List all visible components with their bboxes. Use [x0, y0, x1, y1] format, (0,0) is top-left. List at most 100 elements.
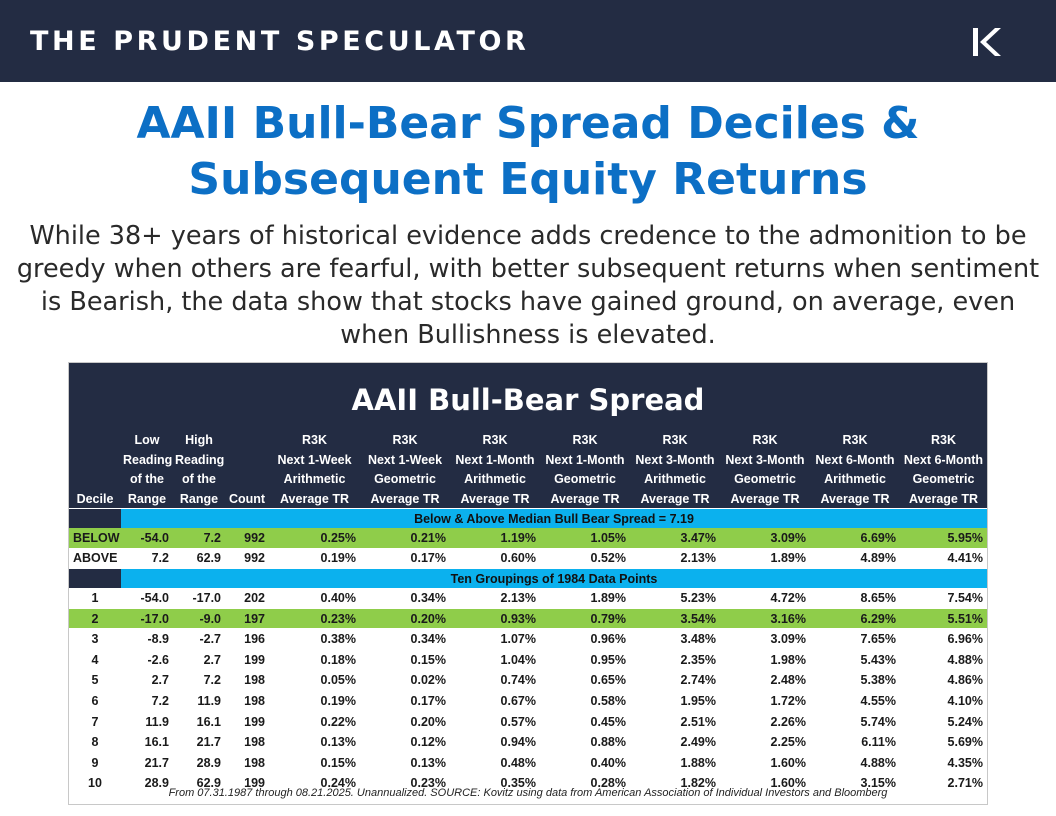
table-cell: 3.54% — [630, 608, 720, 630]
column-header-line — [71, 431, 119, 451]
table-footnote: From 07.31.1987 through 08.21.2025. Unan… — [168, 787, 888, 799]
table-cell: 5.38% — [810, 670, 900, 692]
column-header-line: Reading — [123, 452, 173, 467]
table-row: 9 21.7 28.9 198 0.15% 0.13% 0.48% 0.40% 1.88% 1.6… — [69, 752, 987, 774]
table-cell: -8.9 — [121, 628, 173, 650]
column-header: Count — [225, 431, 269, 509]
column-header-line — [71, 470, 119, 490]
table-cell: 0.57% — [450, 711, 540, 733]
column-header-line: Average TR — [550, 491, 620, 506]
table-cell: 0.94% — [450, 731, 540, 753]
column-header: Low Reading of the Range — [121, 431, 173, 509]
table-cell: 16.1 — [173, 711, 225, 733]
column-header-line: R3K — [930, 433, 956, 447]
table-row: 3 -8.9 -2.7 196 0.38% 0.34% 1.07% 0.96% 3.48% 3.0… — [69, 628, 987, 650]
table-cell: 0.23% — [269, 608, 360, 630]
column-header-line — [227, 470, 267, 490]
table-cell: 7.2 — [121, 690, 173, 712]
banner-spacer — [69, 509, 121, 528]
column-header-line: Next 1-Week — [277, 452, 352, 467]
table-cell: 199 — [225, 649, 269, 671]
table-cell: 1.89% — [720, 548, 810, 570]
row-label: 7 — [69, 711, 121, 733]
table-cell: 8.65% — [810, 588, 900, 609]
table-cell: 1.98% — [720, 649, 810, 671]
table-cell: 1.05% — [540, 528, 630, 549]
table-cell: 0.15% — [269, 752, 360, 774]
table-cell: 0.19% — [269, 690, 360, 712]
column-header: R3K Next 3-Month Arithmetic Average TR — [630, 431, 720, 509]
table-cell: 0.79% — [540, 608, 630, 630]
row-label: 1 — [69, 588, 121, 609]
column-header-line: Average TR — [279, 491, 349, 506]
table-cell: 7.65% — [810, 628, 900, 650]
table-cell: 3.15% — [810, 773, 900, 795]
row-label: 6 — [69, 690, 121, 712]
column-header-line: Next 1-Month — [545, 452, 625, 467]
table-cell: 5.43% — [810, 649, 900, 671]
column-header-line: Arithmetic — [283, 472, 346, 486]
page-subtitle: While 38+ years of historical evidence a… — [16, 221, 1040, 350]
spread-decile-table: Decile Low Reading of the Range High Reading of… — [69, 431, 987, 795]
column-header-line: Next 3-Month — [635, 452, 715, 467]
table-cell: 3.16% — [720, 608, 810, 630]
table-cell: 7.2 — [173, 670, 225, 692]
column-header-line: Reading — [175, 452, 225, 467]
table-cell: 196 — [225, 628, 269, 650]
table-cell: 1.72% — [720, 690, 810, 712]
table-cell: 2.48% — [720, 670, 810, 692]
median-banner: Below & Above Median Bull Bear Spread = … — [69, 509, 987, 528]
column-header-line: Next 1-Month — [455, 452, 535, 467]
table-cell: 198 — [225, 731, 269, 753]
table-cell: 5.95% — [900, 528, 987, 549]
brand-name: THE PRUDENT SPECULATOR — [30, 25, 530, 57]
table-header-background — [69, 363, 987, 508]
table-cell: 0.17% — [360, 690, 450, 712]
table-cell: 1.04% — [450, 649, 540, 671]
median-banner-text: Below & Above Median Bull Bear Spread = … — [121, 509, 987, 528]
table-cell: 0.05% — [269, 670, 360, 692]
column-header-line: Average TR — [460, 491, 530, 506]
table-cell: 4.10% — [900, 690, 987, 712]
row-label: BELOW — [69, 528, 121, 549]
table-cell: 0.21% — [360, 528, 450, 549]
column-header-line: Geometric — [912, 472, 975, 486]
table-body: Below & Above Median Bull Bear Spread = … — [69, 509, 987, 795]
row-label: 8 — [69, 731, 121, 753]
column-header-line: R3K — [301, 433, 327, 447]
page-title-line-1: AAII Bull-Bear Spread Deciles & — [136, 98, 920, 149]
table-cell: 4.88% — [900, 649, 987, 671]
table-cell: 0.40% — [269, 588, 360, 609]
banner-spacer — [69, 568, 121, 589]
column-header-line: of the — [181, 472, 217, 486]
row-label: 10 — [69, 773, 121, 795]
table-row: ABOVE 7.2 62.9 992 0.19% 0.17% 0.60% 0.52% 2.13%… — [69, 548, 987, 570]
table-cell: 6.69% — [810, 528, 900, 549]
table-cell: 0.74% — [450, 670, 540, 692]
table-cell: 1.60% — [720, 752, 810, 774]
table-cell: 0.34% — [360, 588, 450, 609]
table-cell: 4.89% — [810, 548, 900, 570]
table-cell: 197 — [225, 608, 269, 630]
column-header-line: Next 6-Month — [815, 452, 895, 467]
table-cell: 0.45% — [540, 711, 630, 733]
table-cell: 0.24% — [269, 773, 360, 795]
table-cell: 2.25% — [720, 731, 810, 753]
table-cell: 3.48% — [630, 628, 720, 650]
column-header-line: Arithmetic — [464, 472, 526, 486]
table-cell: 0.88% — [540, 731, 630, 753]
column-header-line: Low — [134, 433, 160, 447]
row-label: ABOVE — [69, 548, 121, 570]
table-cell: 0.38% — [269, 628, 360, 650]
tps-k-logo-icon — [973, 28, 1001, 56]
column-header: Decile — [69, 431, 121, 509]
table-cell: 0.15% — [360, 649, 450, 671]
column-header-line: R3K — [392, 433, 418, 447]
column-header-line: Average TR — [640, 491, 710, 506]
column-header-line: Next 3-Month — [725, 452, 805, 467]
table-cell: 0.28% — [540, 773, 630, 795]
table-cell: 0.52% — [540, 548, 630, 570]
table-cell: 11.9 — [173, 690, 225, 712]
table-cell: 62.9 — [173, 548, 225, 570]
column-header-line: R3K — [482, 433, 508, 447]
